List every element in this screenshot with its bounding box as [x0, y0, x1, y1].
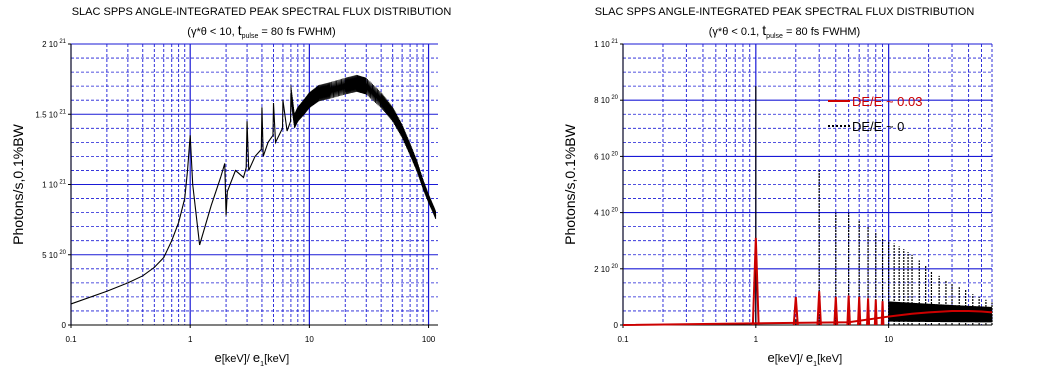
- x-tick-label: 10: [305, 335, 314, 344]
- x-tick-label: 10: [884, 335, 893, 344]
- y-tick-exponent: 21: [58, 39, 67, 45]
- subtitle-suffix: = 80 fs FWHM): [258, 26, 336, 38]
- legend: DE/E ~ 0.03 DE/E ~ 0: [828, 94, 922, 134]
- y-tick-exponent: 20: [610, 208, 619, 214]
- y-tick-label: 4 10 20: [594, 208, 619, 218]
- chart-plot-right: 0 2 10 20 4 10 20 6 10 20 8 10 20 1 10 21 0.1 1…: [562, 39, 993, 368]
- y-tick-label: 6 10 20: [594, 151, 619, 161]
- subtitle-sub: pulse: [241, 33, 259, 41]
- y-tick-exponent: 21: [58, 180, 67, 186]
- x-tick-label: 1: [188, 335, 193, 344]
- x-label-part: e: [253, 350, 260, 365]
- chart-title: SLAC SPPS ANGLE-INTEGRATED PEAK SPECTRAL…: [71, 6, 452, 18]
- subtitle-t: t: [237, 22, 242, 38]
- x-label-subscript: 1: [813, 361, 817, 368]
- peak: [816, 291, 822, 326]
- peak: [833, 296, 839, 326]
- y-tick-exponent: 20: [58, 250, 67, 256]
- peak: [873, 299, 878, 326]
- series-fine-structure: [290, 74, 437, 220]
- y-tick-label: 1 10 21: [42, 180, 67, 190]
- x-label-part: [keV]: [817, 353, 842, 365]
- legend-label: DE/E ~ 0: [852, 119, 904, 134]
- y-tick-exponent: 20: [610, 95, 619, 101]
- chart-plot-left: 0 5 10 20 1 10 21 1.5 10 21 2 10 21 0.1 1 10 100…: [10, 39, 438, 368]
- y-tick-label: 0: [62, 321, 67, 330]
- y-tick-label: 2 10 21: [42, 39, 67, 49]
- peak: [880, 301, 885, 326]
- chart-panel-right: SLAC SPPS ANGLE-INTEGRATED PEAK SPECTRAL…: [523, 0, 1046, 370]
- x-axis-label: e[keV]/ e1[keV]: [215, 350, 290, 368]
- series-baseline: [622, 309, 993, 326]
- subtitle-prefix: (γ*θ < 0.1,: [708, 26, 763, 38]
- subtitle-t: t: [762, 22, 767, 38]
- x-tick-label: 0.1: [65, 335, 77, 344]
- y-tick-label: 1.5 10 21: [35, 109, 66, 119]
- chart-title: SLAC SPPS ANGLE-INTEGRATED PEAK SPECTRAL…: [594, 6, 975, 18]
- peak: [846, 295, 851, 326]
- y-tick-label: 2 10 20: [594, 264, 619, 274]
- subtitle-suffix: = 80 fs FWHM): [782, 26, 861, 38]
- peak: [866, 298, 871, 326]
- peak: [751, 237, 760, 326]
- y-axis-label: Photons/s,0.1%BW: [10, 123, 26, 244]
- peak: [857, 296, 862, 326]
- x-label-part: [keV]/: [222, 353, 253, 365]
- x-tick-label: 0.1: [617, 335, 629, 344]
- legend-label: DE/E ~ 0.03: [852, 94, 922, 109]
- chart-subtitle: (γ*θ < 10, tpulse = 80 fs FWHM): [0, 22, 523, 40]
- subtitle-prefix: (γ*θ < 10,: [187, 26, 238, 38]
- y-tick-exponent: 21: [610, 39, 619, 45]
- chart-panel-left: SLAC SPPS ANGLE-INTEGRATED PEAK SPECTRAL…: [0, 6, 523, 368]
- x-axis-label: e[keV]/ e1[keV]: [768, 350, 843, 368]
- x-label-part: e: [768, 350, 775, 365]
- y-tick-label: 0: [614, 321, 619, 330]
- y-tick-label: 8 10 20: [594, 95, 619, 105]
- series-noise: [888, 301, 993, 323]
- grid: [70, 43, 438, 326]
- x-tick-label: 100: [422, 335, 436, 344]
- x-label-part: [keV]: [264, 353, 289, 365]
- y-tick-exponent: 20: [610, 151, 619, 157]
- peak: [792, 296, 799, 326]
- x-label-part: e: [215, 350, 222, 365]
- x-tick-label: 1: [754, 335, 759, 344]
- y-tick-exponent: 21: [58, 109, 67, 115]
- subtitle-sub: pulse: [766, 33, 783, 41]
- grid: [622, 43, 993, 326]
- y-tick-label: 5 10 20: [42, 250, 67, 260]
- x-label-part: e: [806, 350, 813, 365]
- chart-subtitle: (γ*θ < 0.1, tpulse = 80 fs FWHM): [523, 22, 1046, 40]
- y-tick-label: 1 10 21: [594, 39, 619, 49]
- x-label-part: [keV]/: [775, 353, 806, 365]
- y-axis-label: Photons/s,0.1%BW: [562, 123, 578, 244]
- x-label-subscript: 1: [260, 361, 264, 368]
- series-red: [622, 237, 993, 326]
- y-tick-exponent: 20: [610, 264, 619, 270]
